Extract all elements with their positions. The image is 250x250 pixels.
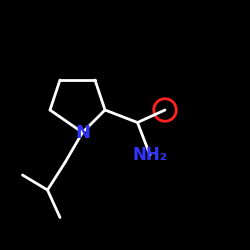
- Text: N: N: [75, 124, 90, 142]
- Text: NH₂: NH₂: [132, 146, 168, 164]
